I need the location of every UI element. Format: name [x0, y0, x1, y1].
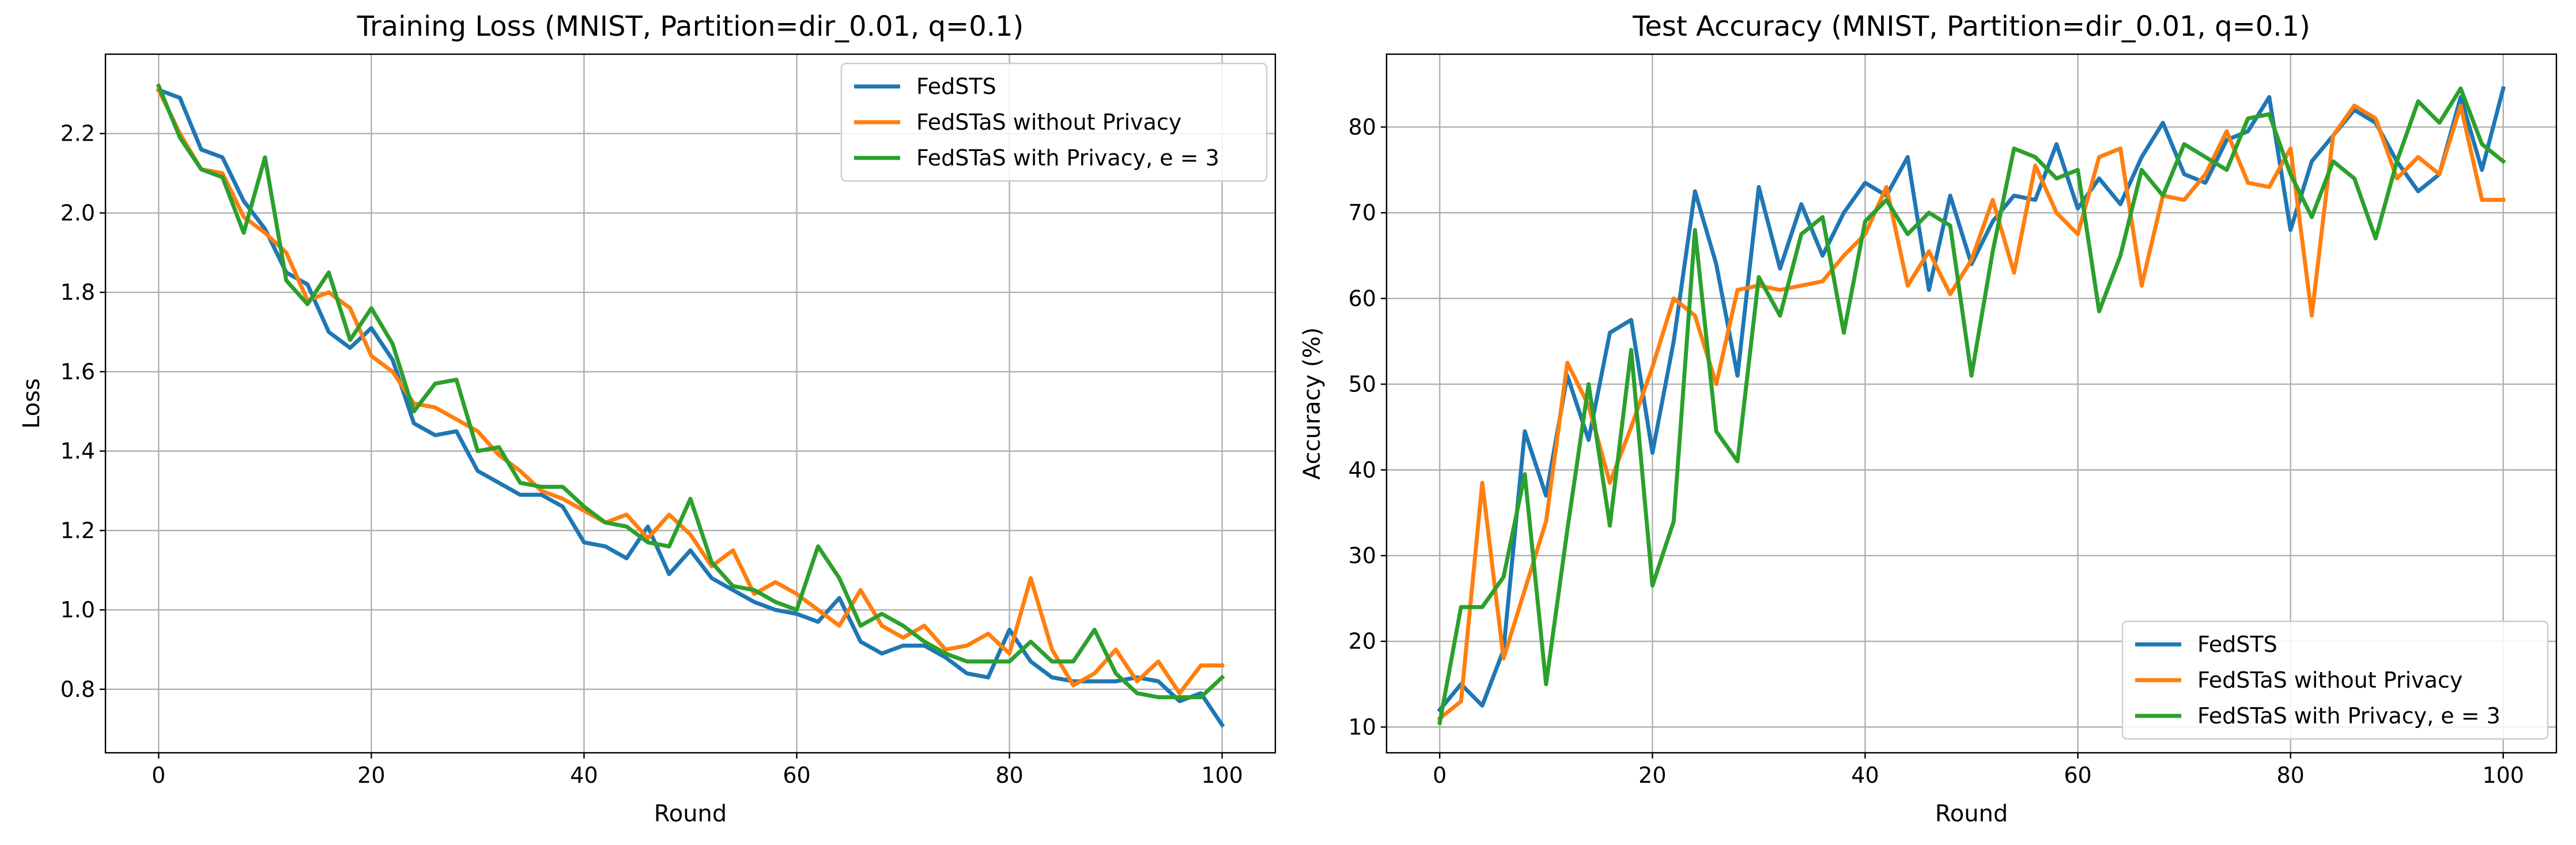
x-tick-label: 40 — [1851, 763, 1879, 788]
loss-chart-series — [156, 83, 1225, 728]
accuracy-chart-legend: FedSTS FedSTaS without Privacy FedSTaS wit… — [2121, 620, 2549, 740]
y-tick-label: 1.4 — [61, 439, 95, 464]
x-tick-label: 20 — [357, 763, 385, 788]
x-tick-label: 0 — [152, 763, 165, 788]
y-tick-label: 1.0 — [61, 597, 95, 623]
legend-label: FedSTS — [916, 74, 996, 99]
loss-chart-ylabel: Loss — [18, 378, 45, 429]
y-tick-label: 1.2 — [61, 518, 95, 543]
y-tick-label: 50 — [1349, 372, 1376, 397]
x-tick-label: 100 — [1201, 763, 1243, 788]
loss-chart: Training Loss (MNIST, Partition=dir_0.01… — [18, 10, 1276, 827]
loss-chart-legend: FedSTS FedSTaS without Privacy FedSTaS wit… — [840, 62, 1268, 182]
y-tick-label: 20 — [1349, 629, 1376, 654]
accuracy-chart-series — [1437, 86, 2506, 726]
x-tick-label: 60 — [783, 763, 810, 788]
y-tick-label: 60 — [1349, 286, 1376, 311]
y-tick-label: 30 — [1349, 543, 1376, 568]
x-tick-label: 60 — [2064, 763, 2091, 788]
x-tick-label: 40 — [570, 763, 598, 788]
x-tick-label: 80 — [995, 763, 1023, 788]
y-tick-label: 70 — [1349, 200, 1376, 225]
loss-chart-title: Training Loss (MNIST, Partition=dir_0.01… — [357, 10, 1024, 43]
accuracy-chart-xticks: 0 20 40 60 80 100 — [1433, 753, 2524, 788]
legend-label: FedSTaS without Privacy — [2197, 667, 2462, 693]
y-tick-label: 80 — [1349, 114, 1376, 139]
x-tick-label: 20 — [1638, 763, 1666, 788]
accuracy-chart-ylabel: Accuracy (%) — [1299, 327, 1325, 480]
series-line-3 — [156, 83, 1225, 700]
legend-label: FedSTaS with Privacy, e = 3 — [2197, 703, 2501, 729]
legend-label: FedSTaS without Privacy — [916, 110, 1181, 135]
x-tick-label: 0 — [1433, 763, 1446, 788]
accuracy-chart-title: Test Accuracy (MNIST, Partition=dir_0.01… — [1632, 10, 2310, 43]
legend-label: FedSTaS with Privacy, e = 3 — [916, 145, 1219, 171]
loss-chart-frame — [104, 53, 1276, 754]
loss-chart-yticks: 0.8 1.0 1.2 1.4 1.6 1.8 2.0 2.2 — [61, 121, 105, 702]
y-tick-label: 10 — [1349, 714, 1376, 740]
legend-label: FedSTS — [2197, 632, 2277, 657]
accuracy-chart-yticks: 10 20 30 40 50 60 70 80 — [1349, 114, 1387, 740]
loss-chart-xticks: 0 20 40 60 80 100 — [152, 753, 1243, 788]
y-tick-label: 2.2 — [61, 121, 95, 146]
accuracy-chart-frame — [1385, 53, 2558, 754]
x-tick-label: 100 — [2482, 763, 2524, 788]
series-line-1 — [156, 87, 1225, 728]
series-line-3 — [1437, 86, 2506, 726]
y-tick-label: 0.8 — [61, 677, 95, 702]
y-tick-label: 2.0 — [61, 200, 95, 225]
y-tick-label: 1.6 — [61, 359, 95, 384]
series-line-1 — [1437, 86, 2506, 713]
legend-box — [840, 62, 1268, 182]
accuracy-chart: Test Accuracy (MNIST, Partition=dir_0.01… — [1299, 10, 2558, 827]
x-tick-label: 80 — [2276, 763, 2304, 788]
accuracy-chart-xlabel: Round — [1935, 801, 2008, 827]
loss-chart-xlabel: Round — [654, 801, 727, 827]
accuracy-chart-grid — [1387, 54, 2556, 753]
y-tick-label: 1.8 — [61, 280, 95, 305]
legend-box — [2121, 620, 2549, 740]
y-tick-label: 40 — [1349, 457, 1376, 482]
